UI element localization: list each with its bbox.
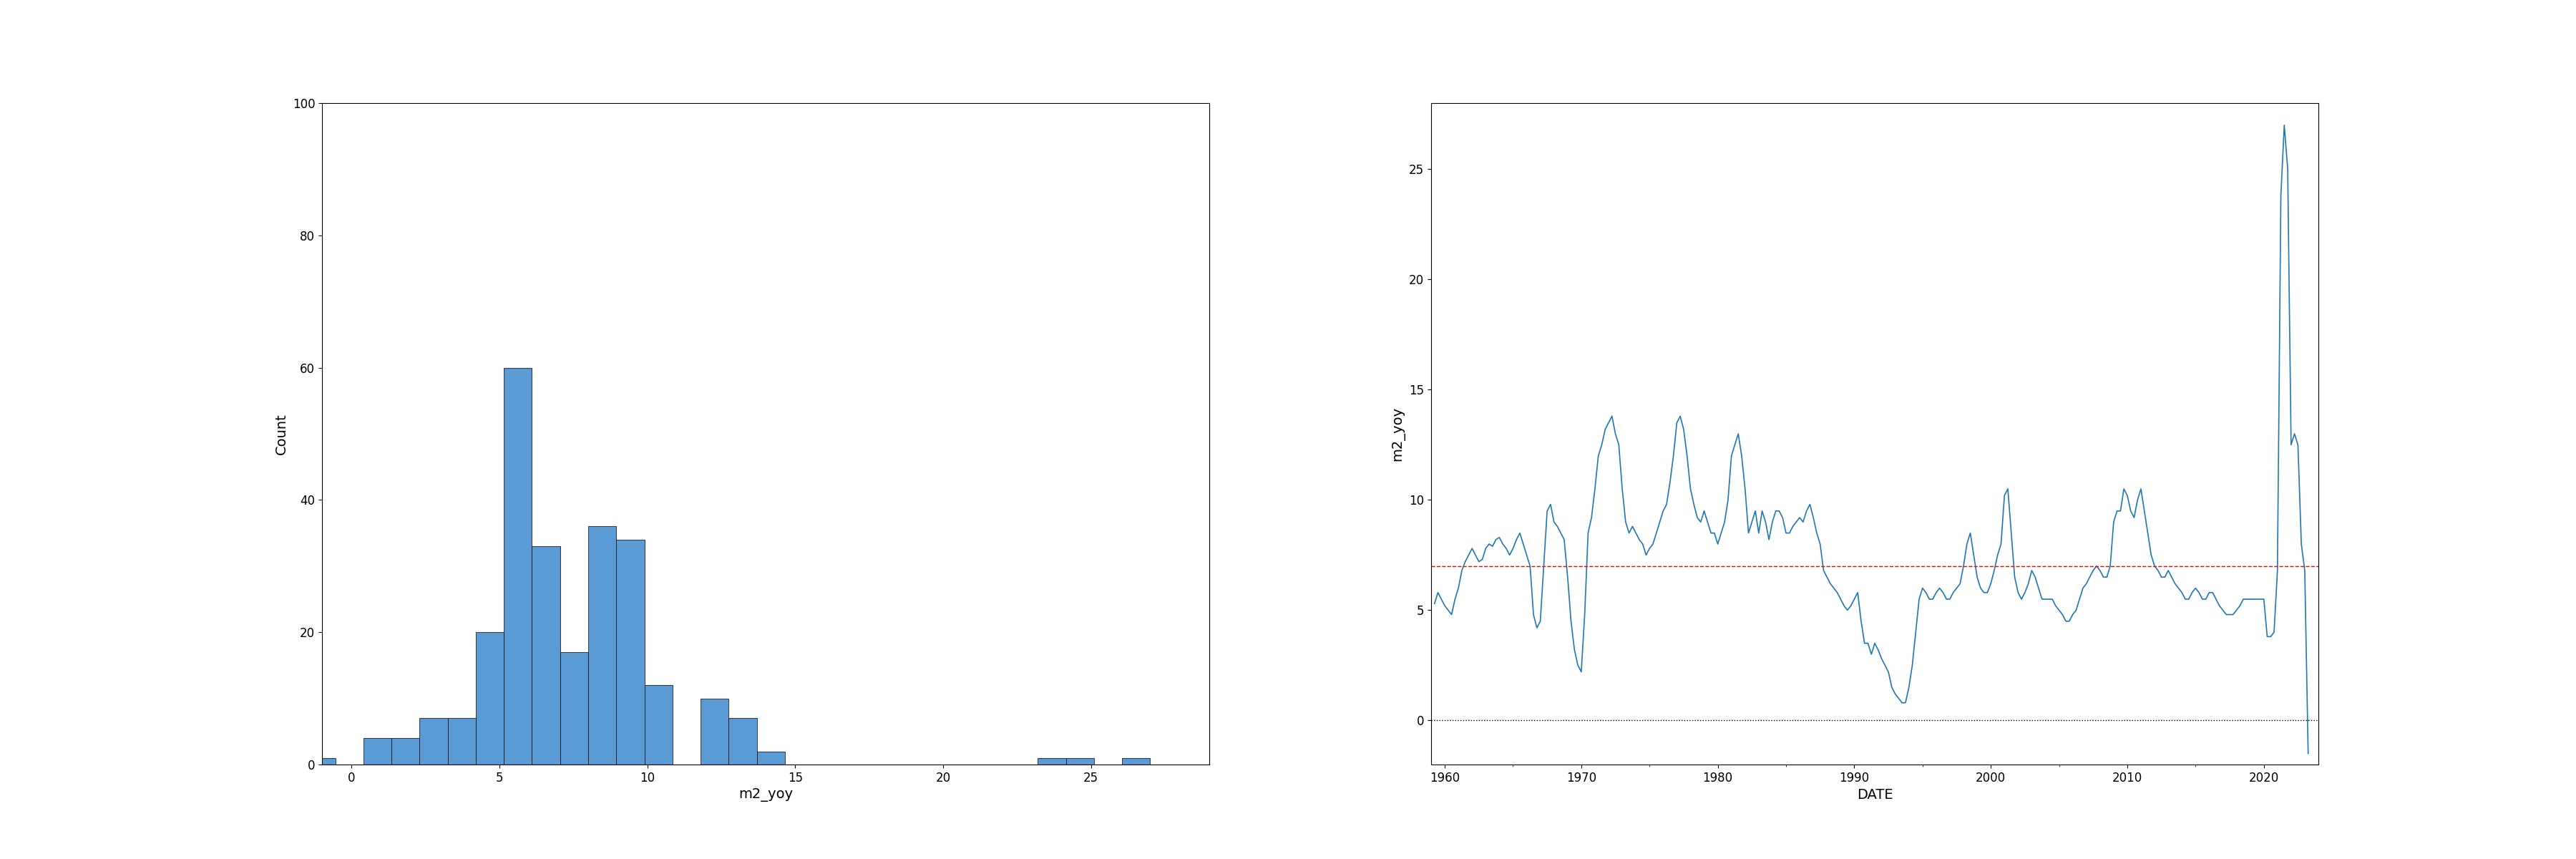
Bar: [1123, 758, 1149, 765]
X-axis label: m2_yoy: m2_yoy: [739, 789, 793, 802]
X-axis label: DATE: DATE: [1857, 789, 1893, 802]
Bar: [616, 539, 644, 765]
Y-axis label: m2_yoy: m2_yoy: [1391, 406, 1404, 461]
Bar: [757, 752, 786, 765]
Bar: [533, 546, 559, 765]
Bar: [559, 652, 587, 765]
Bar: [505, 368, 533, 765]
Bar: [307, 758, 335, 765]
Bar: [729, 718, 757, 765]
Bar: [392, 738, 420, 765]
Bar: [1066, 758, 1095, 765]
Bar: [587, 527, 616, 765]
Bar: [448, 718, 477, 765]
Bar: [701, 698, 729, 765]
Bar: [644, 685, 672, 765]
Bar: [1038, 758, 1066, 765]
Bar: [420, 718, 448, 765]
Bar: [477, 632, 505, 765]
Y-axis label: Count: Count: [276, 413, 289, 454]
Bar: [363, 738, 392, 765]
